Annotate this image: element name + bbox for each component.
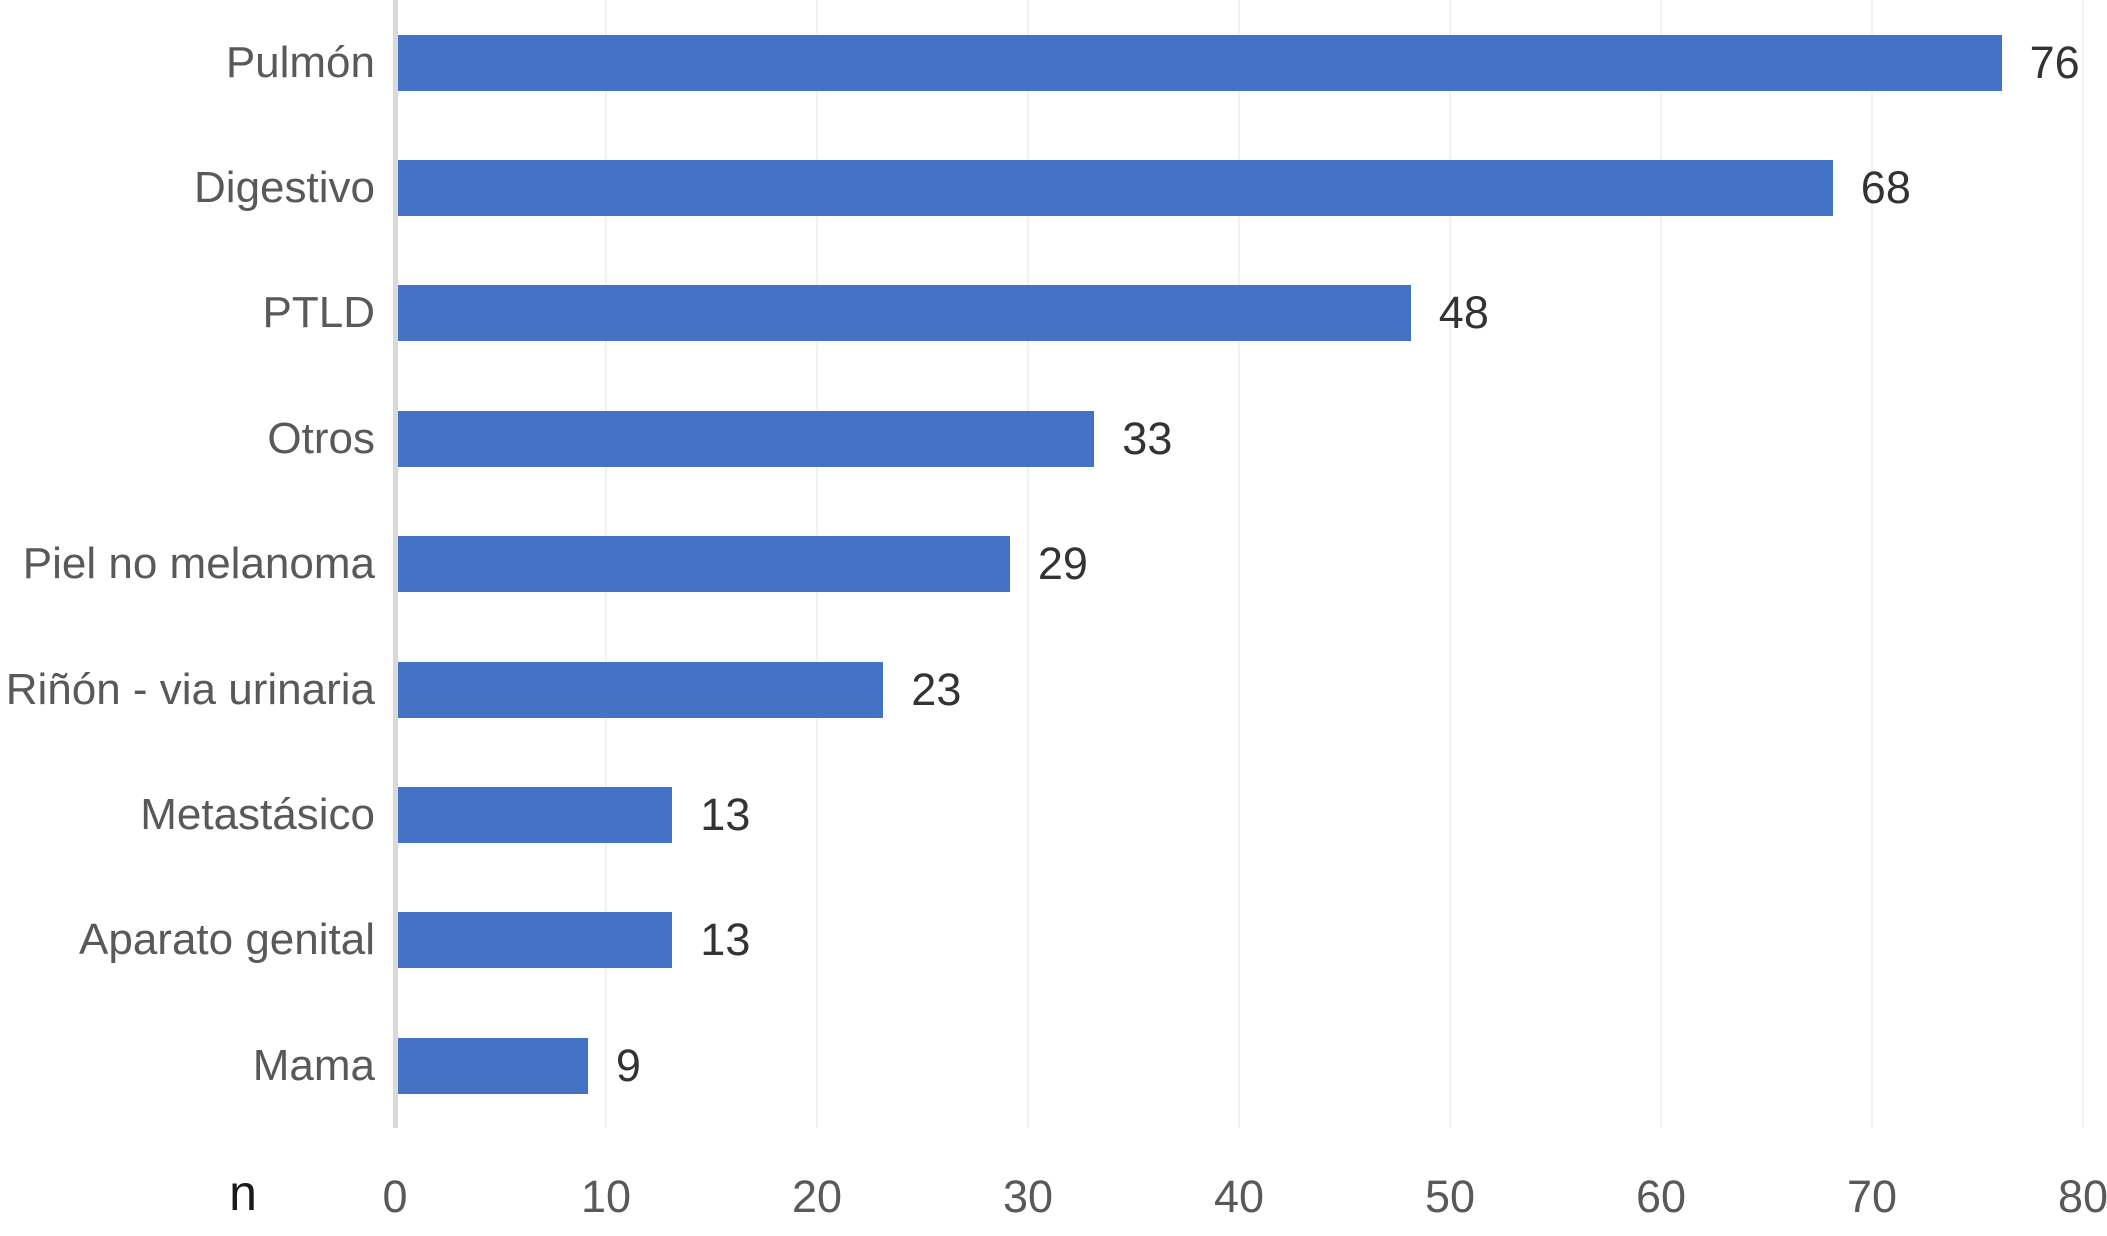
bar (398, 34, 2002, 91)
category-label-text: Digestivo (194, 163, 375, 213)
category-label-text: PTLD (262, 288, 375, 338)
category-label: Aparato genital (0, 915, 375, 965)
category-label-text: Otros (267, 413, 375, 463)
category-label: Otros (0, 414, 375, 464)
bar-track: 29 (398, 502, 2107, 627)
x-tick-label: 40 (1213, 1171, 1265, 1222)
gridline (2082, 0, 2084, 1128)
bar-track: 33 (398, 376, 2107, 501)
x-tick-label: 50 (1424, 1171, 1476, 1222)
bar (398, 661, 884, 718)
category-label-text: Pulmón (225, 37, 375, 87)
category-label-text: Metastásico (140, 790, 375, 840)
category-label-text: Mama (252, 1040, 375, 1090)
bar-track: 76 (398, 0, 2107, 125)
bar-row: Piel no melanoma 29 (0, 502, 2107, 627)
x-tick-label: 80 (2057, 1171, 2107, 1222)
category-label-text: Aparato genital (79, 915, 375, 965)
bar-track: 48 (398, 251, 2107, 376)
value-label: 9 (615, 1039, 641, 1091)
value-label: 48 (1438, 287, 1489, 339)
category-label-text: Piel no melanoma (22, 539, 375, 589)
bar-row: Pulmón 76 (0, 0, 2107, 125)
category-label: PTLD (0, 288, 375, 338)
bar-track: 13 (398, 878, 2107, 1003)
category-label: Metastásico (0, 790, 375, 840)
x-tick-label: 10 (580, 1171, 632, 1222)
value-label: 76 (2029, 36, 2080, 88)
bar-row: Metastásico 13 (0, 752, 2107, 877)
value-label: 68 (1860, 162, 1911, 214)
x-tick-label: 20 (791, 1171, 843, 1222)
category-label: Digestivo (0, 163, 375, 213)
x-tick-label: 60 (1635, 1171, 1687, 1222)
bar-track: 68 (398, 125, 2107, 250)
x-tick-label: 0 (382, 1171, 408, 1222)
gridline (1660, 0, 1662, 1128)
bar-row: Riñón - via urinaria 23 (0, 627, 2107, 752)
bar (398, 536, 1010, 593)
value-label: 13 (700, 914, 751, 966)
plot-area: Pulmón 76 Digestivo 68 PTLD 48 Otros 33 Piel no … (0, 0, 2107, 1128)
bar (398, 787, 673, 844)
bar-track: 23 (398, 627, 2107, 752)
bar-row: PTLD 48 (0, 251, 2107, 376)
gridline (1027, 0, 1029, 1128)
bar-row: Mama 9 (0, 1003, 2107, 1128)
bar (398, 285, 1411, 342)
bar (398, 1037, 588, 1094)
y-axis-line (393, 0, 398, 1128)
bar-row: Otros 33 (0, 376, 2107, 501)
x-axis-title: n (229, 1165, 257, 1221)
x-tick-label: 30 (1002, 1171, 1054, 1222)
bar (398, 160, 1833, 217)
bar-track: 9 (398, 1003, 2107, 1128)
category-label: Riñón - via urinaria (0, 665, 375, 715)
gridline (1871, 0, 1873, 1128)
gridline (1449, 0, 1451, 1128)
category-label: Piel no melanoma (0, 539, 375, 589)
bar (398, 912, 673, 969)
category-label: Pulmón (0, 38, 375, 88)
bar-track: 13 (398, 752, 2107, 877)
value-label: 23 (911, 663, 962, 715)
value-label: 13 (700, 789, 751, 841)
gridline (1238, 0, 1240, 1128)
bar (398, 410, 1095, 467)
bar-row: Digestivo 68 (0, 125, 2107, 250)
x-tick-label: 70 (1846, 1171, 1898, 1222)
category-label: Mama (0, 1041, 375, 1091)
value-label: 29 (1037, 538, 1088, 590)
bar-row: Aparato genital 13 (0, 878, 2107, 1003)
category-label-text: Riñón - via urinaria (5, 664, 375, 714)
value-label: 33 (1122, 412, 1173, 464)
